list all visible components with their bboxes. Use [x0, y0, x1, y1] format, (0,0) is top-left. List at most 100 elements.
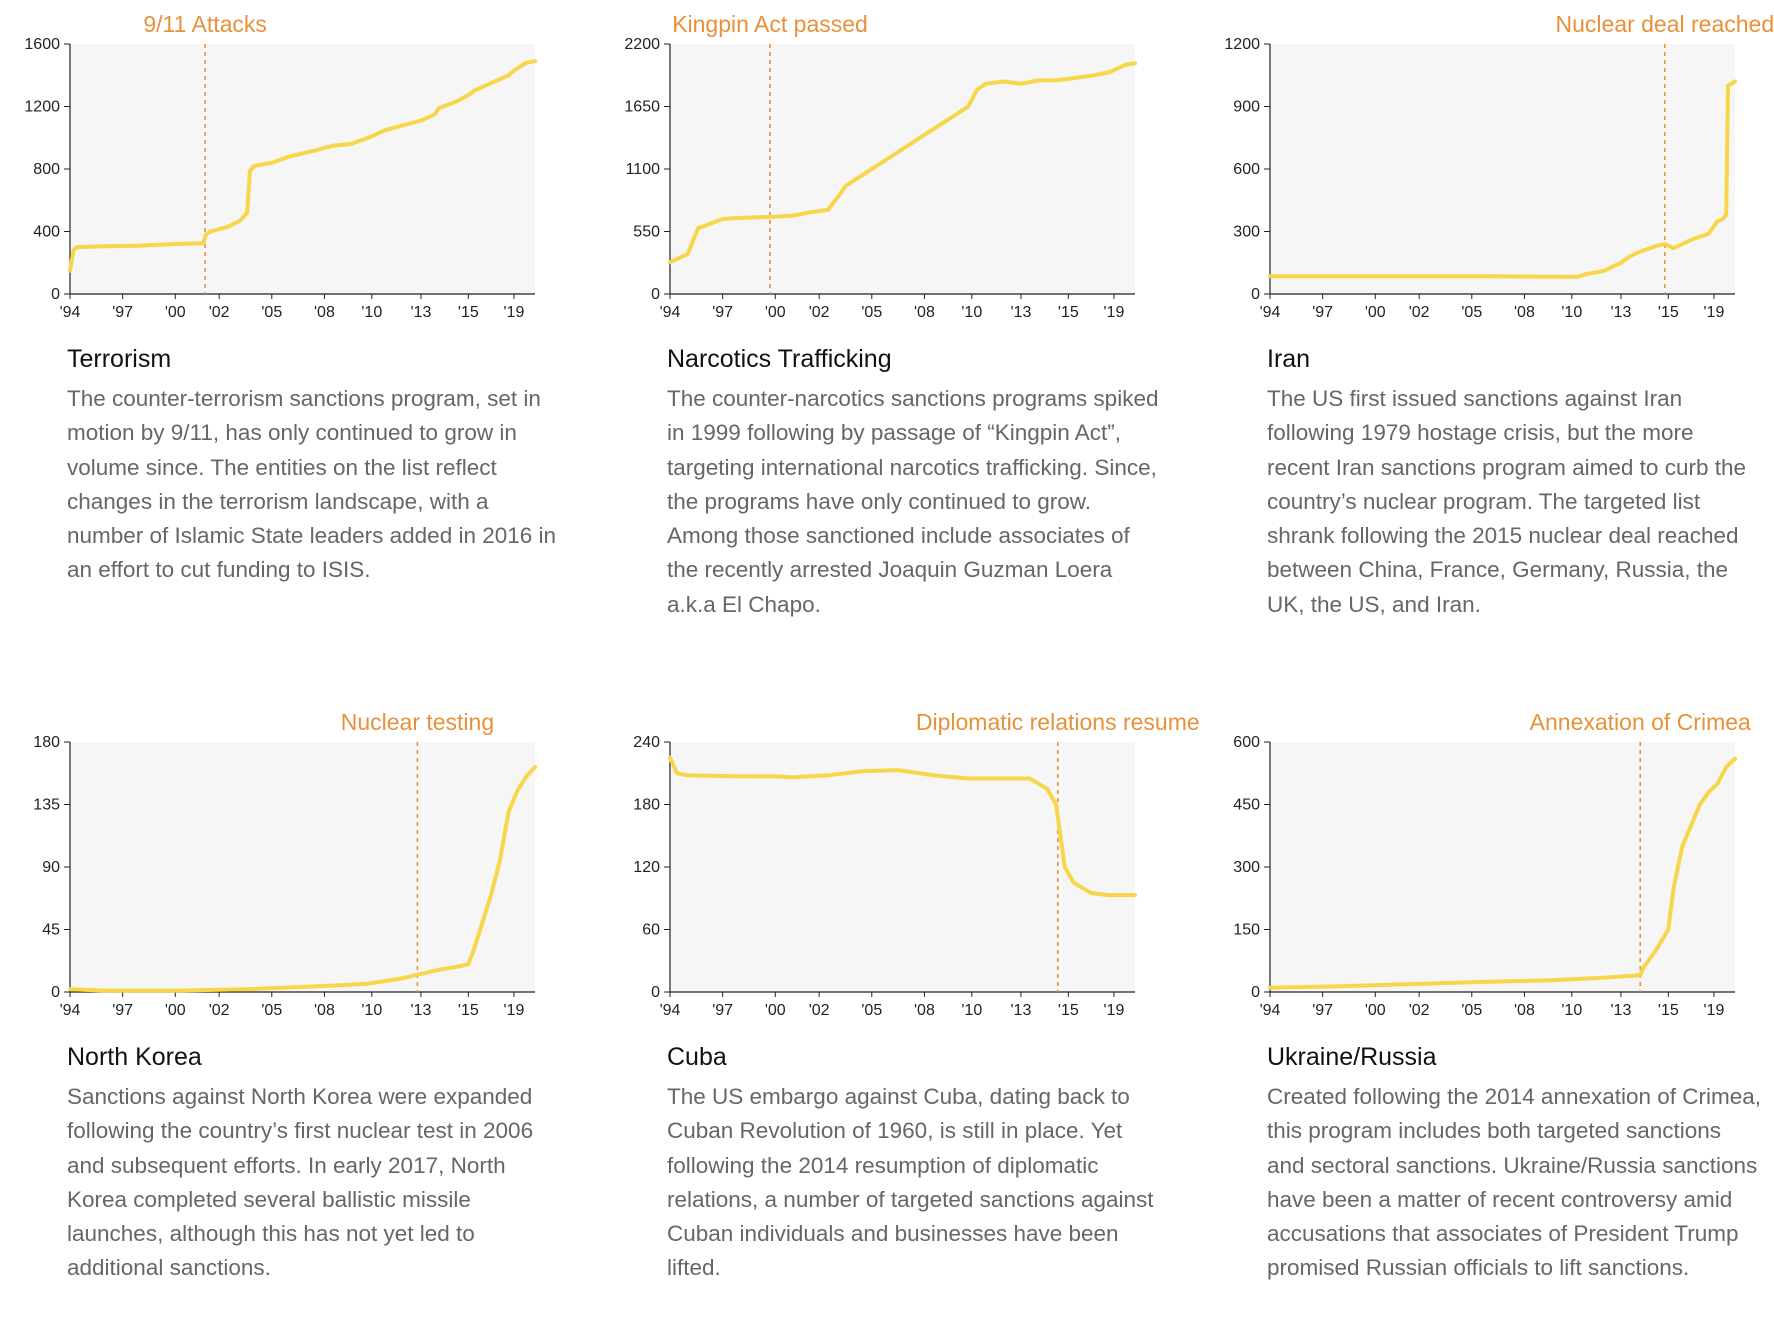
x-tick-label: '19 [1704, 1002, 1725, 1019]
y-tick-label: 2200 [624, 36, 660, 53]
y-tick-label: 45 [42, 922, 60, 939]
y-tick-label: 1200 [24, 99, 60, 116]
series-line [1268, 79, 1737, 279]
series-line [68, 59, 537, 273]
plot-background [1270, 742, 1735, 992]
panel-title: Cuba [667, 1043, 727, 1071]
x-tick-label: '97 [712, 1002, 733, 1019]
x-tick-label: '00 [1365, 1002, 1386, 1019]
x-tick-label: '05 [261, 1002, 282, 1019]
x-tick-label: '94 [60, 304, 81, 321]
annotation-label: Kingpin Act passed [672, 11, 868, 37]
x-tick-label: '15 [1658, 304, 1679, 321]
x-tick-label: '94 [1260, 304, 1281, 321]
panel-cuba: 0 60 120 180 240 '94 '97 '00 '02 '05 '08 '10 '13 '15 '… [600, 698, 1199, 1327]
y-tick-label: 0 [51, 984, 60, 1001]
x-tick-label: '15 [458, 1002, 479, 1019]
y-tick-label: 150 [1233, 922, 1260, 939]
y-tick-label: 0 [651, 286, 660, 303]
annotation-label: Nuclear deal reached [1555, 11, 1774, 37]
y-tick-label: 400 [33, 224, 60, 241]
x-tick-label: '08 [1514, 1002, 1535, 1019]
x-tick-label: '08 [1514, 304, 1535, 321]
x-tick-label: '94 [1260, 1002, 1281, 1019]
x-tick-label: '08 [914, 304, 935, 321]
chart-ukraine-russia: 0 150 300 450 600 '94 '97 '00 '02 '05 '08 '10 '13 '15… [1233, 709, 1751, 1019]
x-tick-label: '00 [165, 304, 186, 321]
y-tick-label: 300 [1233, 224, 1260, 241]
series-line [1268, 756, 1737, 990]
x-tick-label: '94 [660, 1002, 681, 1019]
x-tick-label: '97 [112, 304, 133, 321]
panel-narcotics: 0 550 1100 1650 2200 '94 '97 '00 '02 '05 '08 '10 '13… [600, 0, 1158, 640]
y-tick-label: 800 [33, 161, 60, 178]
x-tick-label: '10 [361, 304, 382, 321]
panel-title: Ukraine/Russia [1267, 1043, 1437, 1071]
plot-background [670, 44, 1135, 294]
panel-description: The US embargo against Cuba, dating back… [667, 1084, 1154, 1281]
x-tick-label: '05 [1461, 304, 1482, 321]
y-tick-label: 180 [33, 734, 60, 751]
x-tick-label: '19 [1104, 304, 1125, 321]
chart-north-korea: 0 45 90 135 180 '94 '97 '00 '02 '05 '08 '10 '13 '15 '1… [33, 709, 537, 1019]
x-tick-label: '00 [765, 1002, 786, 1019]
annotation-label: Diplomatic relations resume [916, 709, 1200, 735]
x-tick-label: '13 [1611, 1002, 1632, 1019]
y-tick-label: 450 [1233, 797, 1260, 814]
x-tick-label: '97 [1312, 304, 1333, 321]
x-tick-label: '15 [1658, 1002, 1679, 1019]
x-tick-label: '19 [1704, 304, 1725, 321]
x-tick-label: '13 [411, 304, 432, 321]
chart-cuba: 0 60 120 180 240 '94 '97 '00 '02 '05 '08 '10 '13 '15 '… [633, 709, 1199, 1019]
y-tick-label: 0 [1251, 286, 1260, 303]
plot-background [1270, 44, 1735, 294]
x-tick-label: '13 [1611, 304, 1632, 321]
series-line [668, 61, 1137, 265]
x-tick-label: '00 [1365, 304, 1386, 321]
x-tick-label: '08 [914, 1002, 935, 1019]
chart-narcotics: 0 550 1100 1650 2200 '94 '97 '00 '02 '05 '08 '10 '13… [624, 11, 1137, 321]
y-tick-label: 550 [633, 224, 660, 241]
panel-description: Sanctions against North Korea were expan… [67, 1084, 534, 1281]
y-tick-label: 1650 [624, 99, 660, 116]
y-tick-label: 60 [642, 922, 660, 939]
x-tick-label: '97 [1312, 1002, 1333, 1019]
panel-title: Terrorism [67, 345, 172, 373]
x-tick-label: '02 [209, 1002, 230, 1019]
x-tick-label: '19 [504, 1002, 525, 1019]
y-tick-label: 0 [1251, 984, 1260, 1001]
panel-title: North Korea [67, 1043, 202, 1071]
panel-description: The counter-narcotics sanctions programs… [667, 386, 1159, 617]
x-tick-label: '00 [165, 1002, 186, 1019]
y-tick-label: 600 [1233, 734, 1260, 751]
annotation-label: Nuclear testing [341, 709, 494, 735]
x-tick-label: '13 [1011, 1002, 1032, 1019]
y-tick-label: 90 [42, 859, 60, 876]
panel-ukraine-russia: 0 150 300 450 600 '94 '97 '00 '02 '05 '08 '10 '13 '15… [1200, 698, 1761, 1327]
y-tick-label: 1600 [24, 36, 60, 53]
x-tick-label: '94 [60, 1002, 81, 1019]
x-tick-label: '05 [1461, 1002, 1482, 1019]
plot-background [70, 742, 535, 992]
y-tick-label: 300 [1233, 859, 1260, 876]
annotation-label: Annexation of Crimea [1530, 709, 1751, 735]
panel-north-korea: 0 45 90 135 180 '94 '97 '00 '02 '05 '08 '10 '13 '15 '1… [0, 698, 537, 1327]
x-tick-label: '00 [765, 304, 786, 321]
x-tick-label: '05 [861, 1002, 882, 1019]
x-tick-label: '10 [1561, 1002, 1582, 1019]
y-tick-label: 900 [1233, 99, 1260, 116]
y-tick-label: 1100 [626, 161, 661, 178]
x-tick-label: '05 [261, 304, 282, 321]
chart-terrorism: 0 400 800 1200 1600 '94 '97 '00 '02 '05 '08 '10 '13 '… [24, 11, 537, 321]
panel-description: The US first issued sanctions against Ir… [1267, 386, 1746, 617]
x-tick-label: '10 [361, 1002, 382, 1019]
panel-iran: 0 300 600 900 1200 '94 '97 '00 '02 '05 '08 '10 '13 '1… [1200, 0, 1774, 640]
x-tick-label: '02 [1409, 304, 1430, 321]
x-tick-label: '10 [1561, 304, 1582, 321]
y-tick-label: 135 [33, 797, 60, 814]
series-line [68, 765, 537, 993]
x-tick-label: '05 [861, 304, 882, 321]
x-tick-label: '10 [961, 304, 982, 321]
x-tick-label: '02 [209, 304, 230, 321]
x-tick-label: '08 [314, 1002, 335, 1019]
